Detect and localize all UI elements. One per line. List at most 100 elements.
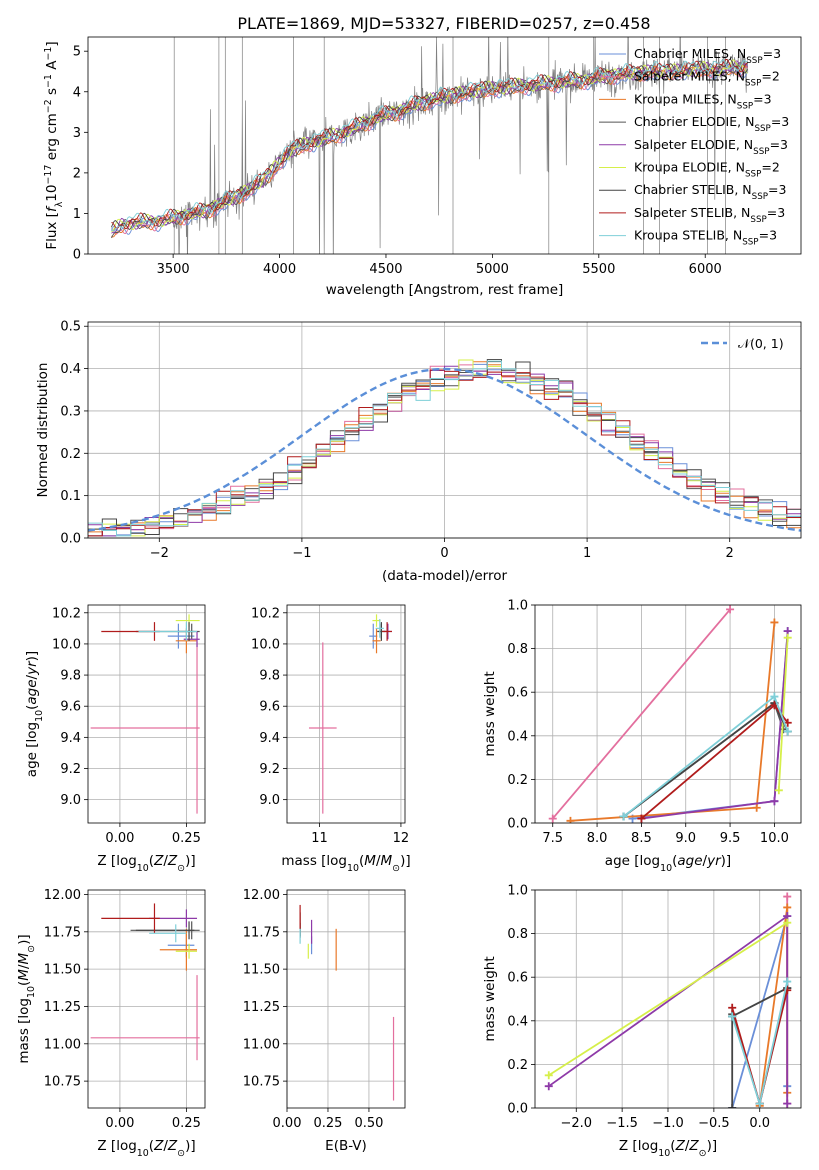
plot-body [88, 359, 801, 537]
errorbar-point [167, 623, 195, 649]
label-part: )] [185, 853, 196, 869]
y-tick-label: 0.6 [507, 971, 528, 986]
label-part: ( [672, 853, 677, 869]
histogram-step-line [88, 369, 801, 537]
y-tick-label: 9.6 [259, 700, 280, 715]
y-tick-label: 9.2 [259, 762, 280, 777]
label-part: =3 [770, 137, 788, 152]
model-spectrum-line [111, 58, 748, 230]
y-tick-label: 1 [73, 207, 81, 222]
label-part: ( [149, 853, 154, 869]
x-tick-label: 6000 [689, 262, 722, 277]
label-part: erg cm [44, 113, 60, 164]
y-tick-label: 0.1 [60, 489, 81, 504]
label-part: Z [167, 853, 178, 869]
weight-series [619, 692, 792, 821]
label-part: M [364, 853, 376, 869]
errorbar-point [382, 622, 392, 641]
plot-body [110, 37, 749, 254]
y-tick-label: 9.0 [60, 793, 81, 808]
label-part: 10 [26, 986, 37, 998]
weight-marker [619, 812, 628, 821]
x-axis-label: age [log10(age/yr)] [605, 853, 731, 874]
legend-entry: Chabrier MILES, NSSP=3 [634, 46, 781, 66]
y-axis-label: age [log10(age/yr)] [24, 651, 45, 777]
y-tick-label: 1.0 [507, 884, 528, 899]
label-part: =3 [763, 46, 781, 61]
weight-marker [728, 1012, 737, 1021]
label-part: / [376, 853, 381, 869]
y-tick-label: 9.2 [60, 762, 81, 777]
y-tick-label: 2 [73, 166, 81, 181]
weight-series [544, 918, 792, 1080]
x-tick-label: 0.25 [313, 1116, 342, 1131]
label-part: age [24, 679, 40, 704]
weight-marker [752, 803, 761, 812]
y-tick-label: 0.4 [507, 1014, 528, 1029]
y-tick-label: 11.00 [243, 1037, 280, 1052]
x-tick-label: 10.0 [760, 831, 789, 846]
y-tick-label: 0.2 [60, 447, 81, 462]
axes-frame: 3500 4000 4500 5000 5500 6000 0 1 2 3 4 5 [73, 36, 802, 277]
y-axis-label: mass weight [482, 671, 498, 756]
weight-series [637, 627, 792, 823]
label-part: )] [24, 651, 40, 662]
panel-mass-weight-vs-age: 7.5 8.0 8.5 9.0 9.5 10.0 0.0 0.2 0.4 0.6 0.8 1.0 [507, 599, 802, 846]
legend-entry: 𝒩(0, 1) [738, 336, 784, 351]
axes-border [87, 604, 206, 824]
label-part: λ [54, 201, 65, 207]
weight-marker [548, 814, 557, 823]
label-part: s [44, 88, 60, 99]
label-part: yr [706, 853, 722, 869]
normal-curve [88, 367, 801, 532]
x-tick-label: 2 [726, 546, 734, 561]
weight-line [552, 608, 731, 820]
label-part: Flux [ [44, 212, 60, 250]
y-tick-label: 11.25 [44, 1000, 81, 1015]
y-tick-label: 11.75 [243, 925, 280, 940]
axes-border [534, 604, 802, 824]
label-part: SSP [753, 147, 769, 157]
y-tick-label: 10.2 [251, 606, 280, 621]
x-tick-label: 1 [583, 546, 591, 561]
weight-marker [783, 633, 792, 642]
weight-series [544, 912, 792, 1108]
label-part: M [16, 969, 32, 981]
errorbar-point [372, 628, 381, 654]
y-tick-label: 0.6 [507, 686, 528, 701]
x-axis-label: Z [log10(Z/Z⊙)] [97, 853, 195, 874]
x-axis-label: wavelength [Angstrom, rest frame] [326, 282, 564, 298]
label-part: M [16, 952, 32, 964]
model-spectrum-line [111, 59, 748, 232]
x-tick-label: 11 [311, 831, 328, 846]
label-part: / [24, 674, 40, 679]
weight-marker [728, 1104, 737, 1108]
label-part: Z [688, 1138, 699, 1154]
label-part: Z [log [619, 1138, 658, 1154]
label-part: E(B-V) [325, 1138, 367, 1154]
label-part: =3 [759, 228, 777, 243]
y-tick-label: 0.4 [507, 729, 528, 744]
label-part: Chabrier MILES, N [634, 46, 746, 61]
y-tick-label: 11.50 [243, 963, 280, 978]
label-part: Z [167, 1138, 178, 1154]
x-tick-label: 0 [440, 546, 448, 561]
x-tick-label: 9.5 [720, 831, 741, 846]
y-tick-label: 9.8 [60, 669, 81, 684]
plot-body [548, 605, 792, 823]
label-part: ⊙ [177, 863, 185, 874]
y-tick-label: 0.2 [507, 773, 528, 788]
x-tick-label: 0.00 [273, 1116, 302, 1131]
y-tick-label: 9.4 [259, 731, 280, 746]
panel-mass-vs-e-b-v-: 0.00 0.25 0.50 10.75 11.00 11.25 11.50 11.75 12.… [243, 888, 406, 1131]
label-part: Kroupa STELIB, N [634, 228, 742, 243]
label-part: =2 [761, 160, 779, 175]
x-tick-label: 0.00 [105, 831, 134, 846]
plot-body [299, 904, 395, 1101]
label-part: 10 [44, 185, 60, 202]
axes-frame: 0.00 0.25 0.50 10.75 11.00 11.25 11.50 11.75 12.… [243, 888, 406, 1131]
weight-line [548, 921, 788, 1077]
weight-marker [783, 1099, 792, 1108]
plot-body [90, 903, 200, 1061]
x-tick-label: 0.50 [354, 1116, 383, 1131]
